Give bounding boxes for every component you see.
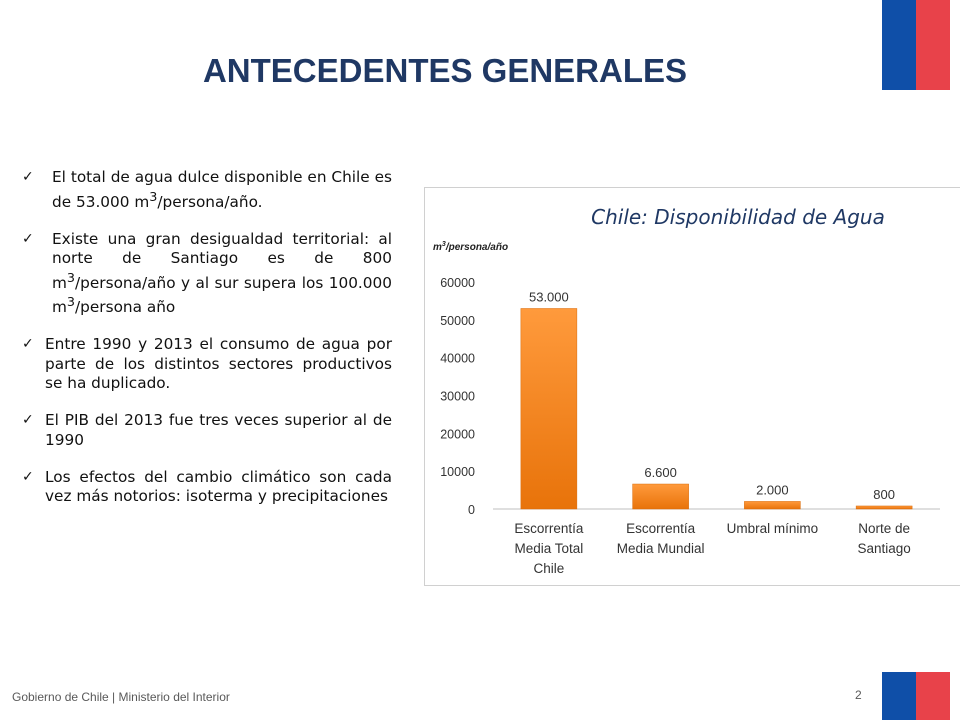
y-tick-label: 60000 [440,276,475,290]
bullet-text: /persona/año y al sur supera los 100.000… [52,273,392,317]
check-icon: ✓ [22,412,34,429]
x-tick-label: Norte de [858,521,910,536]
y-axis-label: m3/persona/año [433,241,508,253]
bullet-item: ✓ Entre 1990 y 2013 el consumo de agua p… [22,335,392,394]
bullet-item: ✓ Existe una gran desigualdad territoria… [22,230,392,318]
flag-red-stripe [916,672,950,720]
data-label: 53.000 [529,289,569,304]
data-label: 6.600 [644,465,677,480]
bar [632,483,689,510]
bullet-text: Los efectos del cambio climático son cad… [45,467,392,506]
flag-logo-bottom [882,672,950,720]
x-tick-label: Media Total [514,541,583,556]
y-tick-label: 40000 [440,352,475,366]
bar [520,308,578,510]
y-tick-label: 0 [468,503,475,517]
flag-logo-top [882,0,950,90]
chart-title: Chile: Disponibilidad de Agua [591,205,885,229]
y-tick-label: 30000 [440,390,475,404]
superscript: 3 [66,295,76,311]
slide-title: ANTECEDENTES GENERALES [202,52,688,89]
check-icon: ✓ [22,468,34,485]
bar [855,505,913,510]
superscript: 3 [66,270,76,286]
x-tick-label: Umbral mínimo [727,521,819,536]
bullet-text: Entre 1990 y 2013 el consumo de agua por… [45,335,392,393]
bullet-text: Existe una gran desigualdad territorial:… [52,229,392,292]
check-icon: ✓ [22,169,34,185]
bullet-text: El PIB del 2013 fue tres veces superior … [45,411,392,449]
x-tick-label: Santiago [857,541,910,556]
y-tick-label: 10000 [440,465,475,479]
x-tick-label: Escorrentía [514,521,584,536]
bullet-text: /persona/año. [157,192,263,211]
bullet-text: /persona año [75,298,176,317]
page-number: 2 [855,688,862,702]
flag-blue-stripe [882,672,916,720]
check-icon: ✓ [22,336,34,353]
bar [744,501,801,510]
flag-blue-stripe [882,0,916,90]
data-label: 800 [873,487,895,502]
data-label: 2.000 [756,482,789,497]
superscript: 3 [149,189,158,205]
bullet-item: ✓ El total de agua dulce disponible en C… [22,168,392,212]
x-tick-label: Media Mundial [617,541,705,556]
y-tick-label: 50000 [440,314,475,328]
x-tick-label: Escorrentía [626,521,696,536]
bullet-item: ✓ El PIB del 2013 fue tres veces superio… [22,411,392,450]
footer-text: Gobierno de Chile | Ministerio del Inter… [12,690,230,704]
bullet-item: ✓ Los efectos del cambio climático son c… [22,468,392,507]
x-tick-label: Chile [533,561,564,576]
bullet-list: ✓ El total de agua dulce disponible en C… [22,168,392,524]
y-tick-label: 20000 [440,427,475,441]
bar-chart: Chile: Disponibilidad de Agua m3/persona/… [433,205,940,576]
bullet-text: El total de agua dulce disponible en Chi… [52,168,392,211]
flag-red-stripe [916,0,950,90]
chart-panel: Chile: Disponibilidad de Agua m3/persona/… [424,187,960,586]
check-icon: ✓ [22,230,34,247]
